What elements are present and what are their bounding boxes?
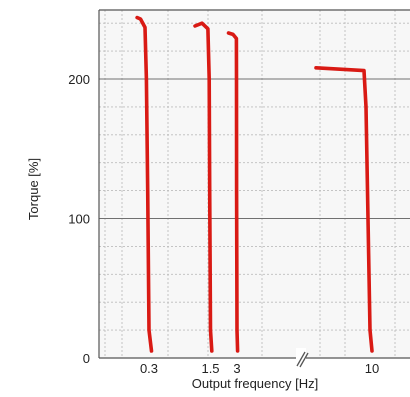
y-tick-label: 100 (68, 212, 90, 227)
plot-background (99, 10, 410, 358)
x-tick-label: 1.5 (201, 361, 219, 376)
torque-curve (226, 31, 240, 353)
y-tick-label: 0 (83, 351, 90, 366)
series-layer (135, 15, 374, 353)
x-axis-title: Output frequency [Hz] (192, 376, 318, 391)
grid-layer (99, 10, 410, 358)
plot-frame (98, 9, 410, 359)
x-axis-ticks: 0.3 1.5 3 10 (140, 361, 379, 376)
y-axis-title: Torque [%] (26, 158, 41, 220)
x-tick-label: 3 (233, 361, 240, 376)
y-axis-ticks: 0 100 200 (68, 72, 90, 366)
torque-curve (314, 66, 374, 353)
axis-break-symbol (296, 348, 309, 368)
torque-curve (135, 15, 154, 353)
x-tick-label: 0.3 (140, 361, 158, 376)
torque-curve (193, 21, 214, 353)
y-tick-label: 200 (68, 72, 90, 87)
x-tick-label: 10 (365, 361, 379, 376)
